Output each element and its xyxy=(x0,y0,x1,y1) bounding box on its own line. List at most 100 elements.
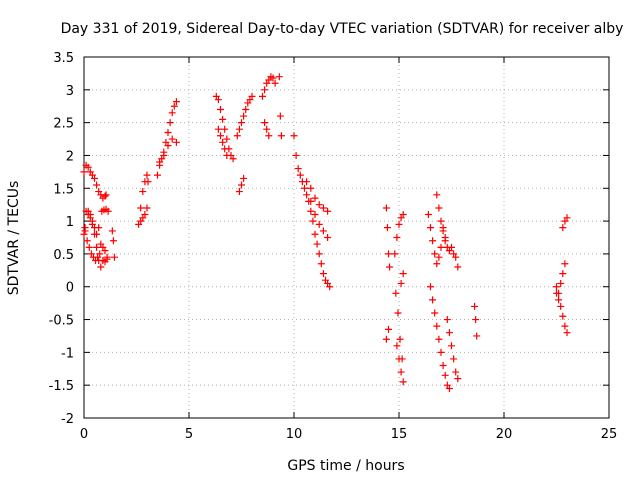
data-point xyxy=(441,234,449,241)
data-point xyxy=(80,230,88,238)
data-point xyxy=(292,151,300,159)
data-point xyxy=(448,243,455,251)
data-point xyxy=(168,109,176,117)
data-point xyxy=(315,220,323,228)
series-s11 xyxy=(154,98,180,179)
data-point xyxy=(382,204,390,212)
data-point xyxy=(235,188,243,196)
series-s9 xyxy=(135,171,152,228)
y-tick-label: 0 xyxy=(66,281,74,296)
series-s35 xyxy=(553,289,571,337)
data-point xyxy=(553,283,560,291)
data-point xyxy=(315,250,323,258)
data-point xyxy=(315,201,323,209)
data-point xyxy=(261,119,269,127)
data-point xyxy=(563,214,571,222)
series-s14 xyxy=(214,125,231,159)
series-s3 xyxy=(81,227,104,264)
data-point xyxy=(172,98,180,106)
data-point xyxy=(170,102,178,110)
series-s27 xyxy=(393,342,407,386)
data-point xyxy=(561,260,569,268)
y-tick-label: -1 xyxy=(61,346,74,361)
data-point xyxy=(240,112,248,120)
data-point xyxy=(311,194,319,202)
data-point xyxy=(240,174,248,182)
data-point xyxy=(445,329,453,337)
data-point xyxy=(559,270,567,278)
series-s1 xyxy=(80,161,110,202)
x-tick-label: 15 xyxy=(391,427,408,442)
data-point xyxy=(319,270,327,278)
data-point xyxy=(452,253,460,261)
data-point xyxy=(141,211,149,219)
data-point xyxy=(93,181,101,189)
series-s13 xyxy=(212,92,237,163)
data-point xyxy=(269,74,277,82)
series-s7 xyxy=(99,255,111,266)
data-point xyxy=(473,332,481,340)
data-point xyxy=(448,342,455,350)
data-point xyxy=(275,73,283,81)
data-point xyxy=(439,224,447,232)
series-s28 xyxy=(397,270,407,287)
y-tick-label: 3 xyxy=(66,84,74,99)
data-point xyxy=(307,207,315,215)
x-axis-label: GPS time / hours xyxy=(287,458,404,474)
data-point xyxy=(424,211,432,219)
series-s32 xyxy=(439,224,462,271)
data-point xyxy=(221,145,229,153)
data-point xyxy=(395,355,403,363)
data-point xyxy=(88,217,96,225)
data-point xyxy=(102,191,110,199)
y-tick-label: 3.5 xyxy=(53,51,74,66)
data-point xyxy=(437,243,445,251)
series-s36 xyxy=(553,260,569,297)
data-point xyxy=(433,322,441,330)
data-point xyxy=(303,178,311,186)
plot-frame xyxy=(83,56,610,419)
series-s21 xyxy=(303,178,332,215)
data-point xyxy=(160,151,168,159)
data-point xyxy=(137,204,145,212)
data-point xyxy=(472,316,480,324)
data-point xyxy=(290,132,298,140)
series-s30 xyxy=(427,283,453,392)
series-s25 xyxy=(391,211,407,258)
data-point xyxy=(386,263,394,271)
data-point xyxy=(559,312,567,320)
data-point xyxy=(238,181,245,189)
series-s26 xyxy=(392,289,406,363)
data-point xyxy=(435,204,443,212)
data-point xyxy=(307,197,315,205)
data-point xyxy=(248,92,256,100)
data-point xyxy=(399,378,407,386)
data-point xyxy=(324,234,332,241)
data-point xyxy=(96,250,104,258)
series-s29 xyxy=(424,211,445,268)
data-point xyxy=(399,211,407,219)
data-point xyxy=(156,158,164,166)
data-point xyxy=(143,204,151,212)
data-point xyxy=(172,138,180,146)
data-point xyxy=(443,316,451,324)
data-point xyxy=(259,92,266,100)
series-s37 xyxy=(559,214,571,232)
data-point xyxy=(429,237,437,245)
data-point xyxy=(109,237,117,245)
data-point xyxy=(311,211,319,219)
data-point xyxy=(445,384,453,392)
data-point xyxy=(311,230,319,238)
data-point xyxy=(238,119,245,127)
data-point xyxy=(317,260,325,268)
data-point xyxy=(93,230,101,238)
series-s34 xyxy=(471,302,481,340)
data-point xyxy=(393,342,401,350)
series-s24 xyxy=(382,325,392,343)
data-point xyxy=(313,240,321,248)
data-point xyxy=(431,309,439,317)
data-point xyxy=(95,224,103,232)
data-point xyxy=(265,132,273,140)
data-point xyxy=(296,171,304,179)
